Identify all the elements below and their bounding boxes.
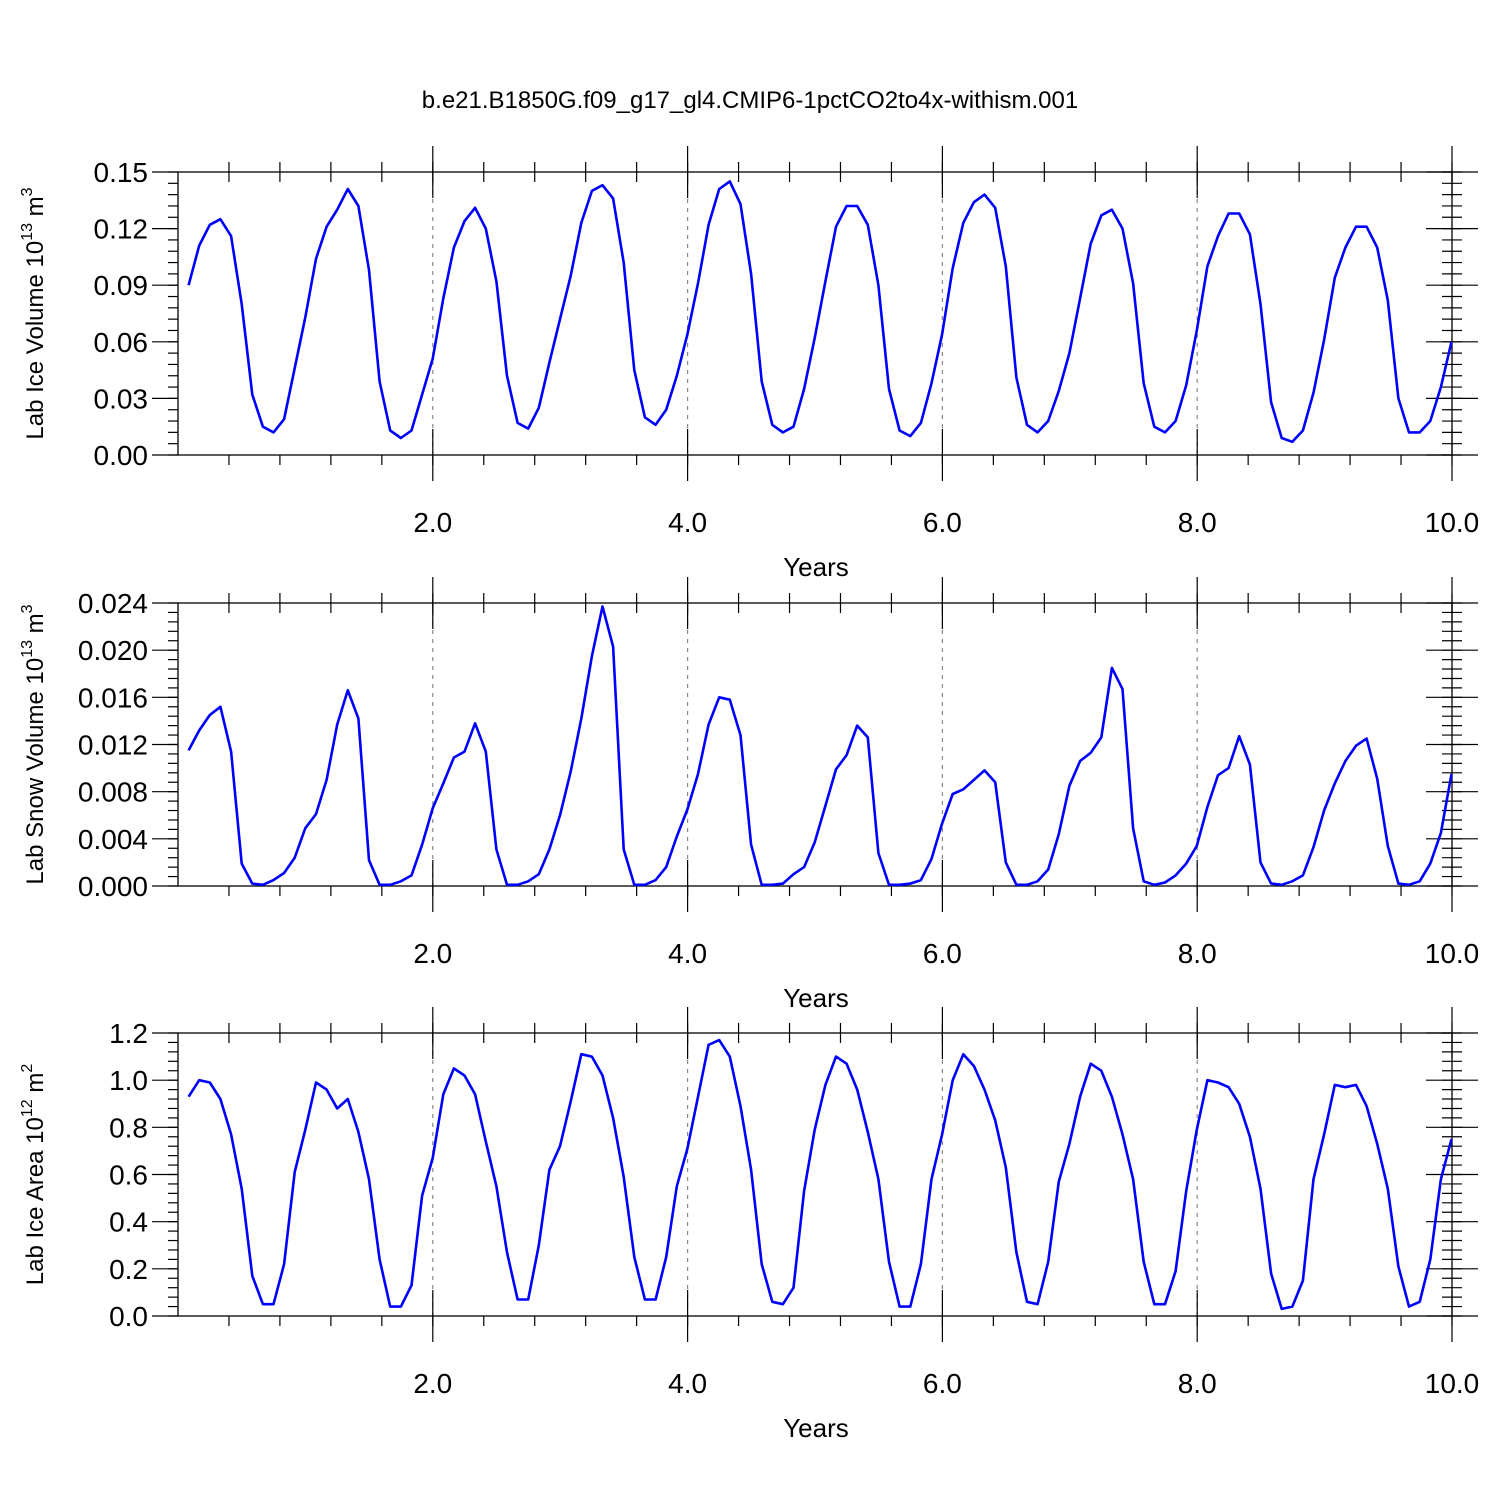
panel-1: 0.00 0.03 0.06 0.09 0.12 0.15 2.0 4.0 6.0 8.0 10.0… xyxy=(19,146,1479,582)
x-axis-title: Years xyxy=(783,983,849,1013)
x-tick-label: 2.0 xyxy=(413,1368,452,1399)
y-tick-label: 0.06 xyxy=(94,327,149,358)
y-tick-label: 0.15 xyxy=(94,157,149,188)
y-tick-label: 0.012 xyxy=(78,730,148,761)
y-tick-label: 0.004 xyxy=(78,824,148,855)
x-tick-label: 2.0 xyxy=(413,507,452,538)
y-tick-label: 0.008 xyxy=(78,777,148,808)
y-tick-label: 0.016 xyxy=(78,682,148,713)
y-tick-label: 0.12 xyxy=(94,214,149,245)
y-tick-label: 0.03 xyxy=(94,383,149,414)
x-tick-label: 4.0 xyxy=(668,507,707,538)
y-tick-label: 0.0 xyxy=(109,1301,148,1332)
x-tick-label: 6.0 xyxy=(923,507,962,538)
x-tick-label: 10.0 xyxy=(1425,1368,1480,1399)
panel-2: 0.000 0.004 0.008 0.012 0.016 0.020 0.024 2.0 4.… xyxy=(19,577,1479,1013)
y-tick-label: 1.0 xyxy=(109,1065,148,1096)
x-tick-label: 8.0 xyxy=(1178,938,1217,969)
y-axis-title: Lab Snow Volume 1013 m3 xyxy=(19,604,49,884)
y-tick-label: 0.00 xyxy=(94,440,149,471)
y-tick-label: 0.020 xyxy=(78,635,148,666)
y-tick-label: 0.6 xyxy=(109,1160,148,1191)
x-tick-label: 6.0 xyxy=(923,938,962,969)
y-tick-label: 0.09 xyxy=(94,270,149,301)
x-axis-title: Years xyxy=(783,1413,849,1443)
x-tick-label: 4.0 xyxy=(668,1368,707,1399)
x-tick-label: 4.0 xyxy=(668,938,707,969)
x-tick-label: 10.0 xyxy=(1425,507,1480,538)
x-tick-label: 6.0 xyxy=(923,1368,962,1399)
y-tick-label: 0.024 xyxy=(78,588,148,619)
y-tick-label: 0.2 xyxy=(109,1254,148,1285)
y-axis-title: Lab Ice Volume 1013 m3 xyxy=(19,187,49,439)
x-tick-label: 2.0 xyxy=(413,938,452,969)
series-line xyxy=(187,605,1453,887)
series-line xyxy=(187,1038,1453,1311)
y-axis-title: Lab Ice Area 1012 m2 xyxy=(19,1064,49,1286)
x-axis-title: Years xyxy=(783,552,849,582)
series-line xyxy=(187,180,1453,444)
x-tick-label: 10.0 xyxy=(1425,938,1480,969)
panel-3: 0.0 0.2 0.4 0.6 0.8 1.0 1.2 2.0 4.0 6.0 8.0 10.0 Yea… xyxy=(19,1007,1479,1443)
plot-frame xyxy=(177,171,1453,456)
y-tick-label: 0.4 xyxy=(109,1207,148,1238)
chart-title: b.e21.B1850G.f09_g17_gl4.CMIP6-1pctCO2to… xyxy=(422,87,1078,114)
y-tick-label: 0.8 xyxy=(109,1112,148,1143)
x-tick-label: 8.0 xyxy=(1178,507,1217,538)
y-tick-label: 1.2 xyxy=(109,1018,148,1049)
y-tick-label: 0.000 xyxy=(78,871,148,902)
x-tick-label: 8.0 xyxy=(1178,1368,1217,1399)
